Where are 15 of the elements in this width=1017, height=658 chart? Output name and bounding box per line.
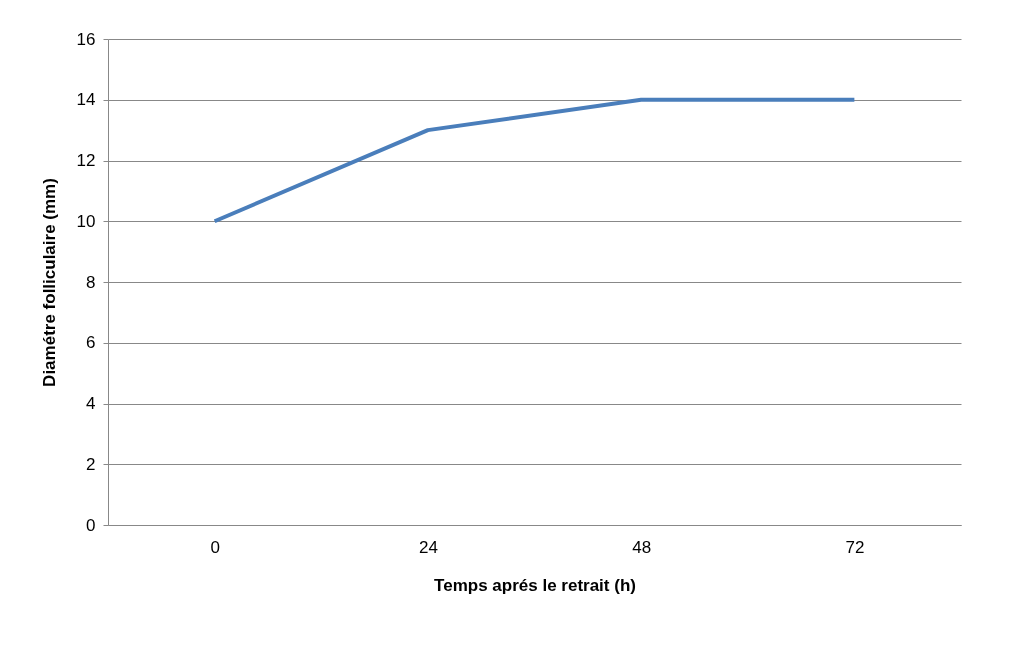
x-tick-label: 72 bbox=[845, 537, 865, 557]
x-tick-label: 48 bbox=[632, 537, 652, 557]
y-tick-label: 8 bbox=[86, 272, 96, 292]
x-axis-title: Temps aprés le retrait (h) bbox=[434, 575, 636, 595]
y-tick-label: 14 bbox=[76, 90, 96, 110]
y-tick-label: 6 bbox=[86, 333, 96, 353]
y-tick-label: 0 bbox=[86, 515, 96, 535]
x-tick-label: 0 bbox=[210, 537, 220, 557]
y-tick-label: 2 bbox=[86, 454, 96, 474]
y-tick-label: 12 bbox=[76, 151, 96, 170]
x-tick-label: 24 bbox=[418, 537, 438, 557]
y-tick-label: 4 bbox=[86, 394, 96, 413]
y-axis-title: Diamétre folliculaire (mm) bbox=[39, 178, 59, 387]
y-tick-label: 10 bbox=[76, 211, 96, 231]
y-tick-label: 16 bbox=[76, 29, 96, 49]
